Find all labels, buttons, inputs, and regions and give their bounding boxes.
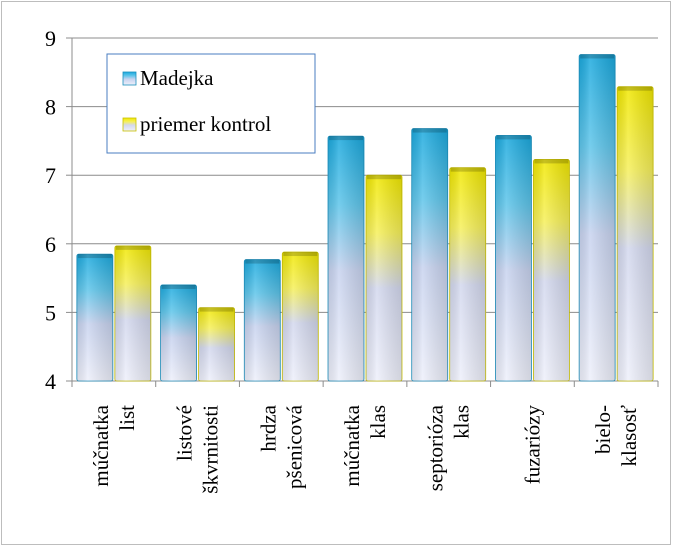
y-tick-label: 4 bbox=[45, 369, 56, 394]
y-tick-label: 5 bbox=[45, 300, 56, 325]
bar-priemer-kontrol bbox=[449, 167, 487, 382]
x-category-label: múčnatka list bbox=[89, 404, 139, 486]
bar-madejka bbox=[76, 253, 114, 382]
bar-priemer-kontrol bbox=[533, 159, 570, 382]
x-category-line: fuzariózy bbox=[520, 405, 544, 485]
bar-priemer-kontrol bbox=[198, 307, 235, 382]
legend-label: priemer kontrol bbox=[140, 112, 271, 136]
x-category-line: bielo- bbox=[591, 405, 615, 454]
y-tick-label: 7 bbox=[45, 163, 56, 188]
x-category-line: septorióza bbox=[424, 404, 448, 491]
bars bbox=[76, 54, 654, 382]
x-category-line: múčnatka bbox=[89, 404, 113, 486]
x-category-label: septorióza klas bbox=[424, 404, 474, 491]
x-category-line: list bbox=[115, 405, 139, 431]
legend-swatch bbox=[122, 71, 137, 86]
y-tick-label: 6 bbox=[45, 232, 56, 257]
bar-madejka bbox=[495, 135, 532, 382]
x-category-label: hrdza pšenicová bbox=[256, 404, 306, 489]
bar-madejka bbox=[327, 135, 365, 382]
y-tick-label: 8 bbox=[45, 95, 56, 120]
x-category-line: škvrnitosti bbox=[199, 405, 223, 494]
bar-madejka bbox=[411, 128, 449, 382]
legend: Madejka priemer kontrol bbox=[106, 53, 316, 154]
x-category-line: klasosť bbox=[617, 405, 641, 467]
y-tick-label: 9 bbox=[45, 26, 56, 51]
legend-swatch bbox=[122, 117, 137, 132]
bar-madejka bbox=[578, 54, 616, 382]
bar-priemer-kontrol bbox=[365, 174, 403, 382]
bar-madejka bbox=[160, 284, 197, 382]
x-category-line: klas bbox=[450, 405, 474, 439]
bar-priemer-kontrol bbox=[281, 251, 319, 382]
x-category-label: bielo-klasosť bbox=[591, 405, 641, 467]
bar-priemer-kontrol bbox=[616, 86, 654, 382]
x-category-label: fuzariózy bbox=[520, 405, 544, 485]
bar-priemer-kontrol bbox=[114, 245, 152, 382]
x-category-label: múčnatka klas bbox=[340, 404, 390, 486]
x-category-line: listové bbox=[173, 405, 197, 461]
bar-madejka bbox=[243, 259, 281, 382]
legend-label: Madejka bbox=[140, 66, 214, 90]
x-category-label: listové škvrnitosti bbox=[173, 405, 223, 494]
x-category-line: pšenicová bbox=[282, 404, 306, 489]
x-category-line: klas bbox=[366, 405, 390, 439]
x-category-line: múčnatka bbox=[340, 404, 364, 486]
legend-box bbox=[106, 53, 316, 154]
x-category-line: hrdza bbox=[256, 404, 280, 451]
